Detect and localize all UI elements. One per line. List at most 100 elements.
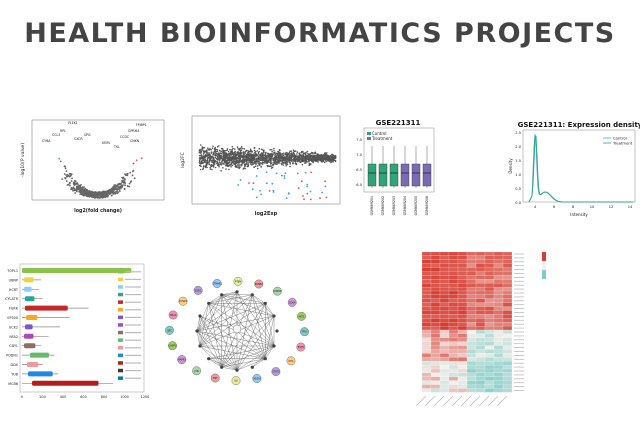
network-node — [165, 325, 174, 335]
heatmap-cell — [457, 275, 468, 280]
ma-point — [296, 160, 299, 162]
volcano-point — [79, 184, 82, 187]
ma-point — [312, 156, 315, 158]
volcano-point — [99, 194, 101, 197]
ma-point — [313, 155, 316, 158]
ma-point — [293, 155, 295, 158]
ma-point — [305, 159, 307, 161]
ma-point — [224, 156, 227, 158]
volcano-point — [113, 184, 116, 187]
heatmap-cell — [484, 267, 495, 272]
heatmap-cell — [439, 365, 450, 370]
volcano-point — [78, 188, 80, 191]
heatmap-cell — [466, 349, 477, 354]
ma-point — [224, 160, 227, 162]
volcano-point — [119, 186, 122, 189]
domain-protein-label: UBNP — [9, 278, 18, 282]
ma-point — [273, 162, 275, 164]
heatmap-cell — [475, 388, 486, 393]
heatmap-cell — [421, 322, 432, 327]
heatmap-cell — [439, 345, 450, 350]
network-edge — [196, 294, 222, 332]
ma-point — [231, 146, 234, 148]
ma-highlight-point — [271, 182, 274, 185]
volcano-point — [101, 195, 104, 198]
ma-point — [307, 158, 310, 161]
ma-point — [243, 155, 245, 157]
ma-point — [199, 144, 202, 146]
network-edge — [199, 291, 238, 347]
heatmap-cell — [502, 263, 513, 268]
heatmap-cell — [421, 329, 432, 334]
heatmap-cell — [421, 287, 432, 292]
heatmap-cell — [493, 251, 504, 256]
heatmap-cell — [430, 380, 441, 385]
ma-point — [204, 150, 207, 152]
ma-point — [227, 150, 230, 153]
heatmap-cell — [448, 298, 459, 303]
heatmap-cell — [493, 384, 504, 389]
ma-highlight-point — [255, 175, 258, 177]
ma-point — [302, 153, 304, 155]
ma-point — [253, 166, 255, 168]
ma-point — [323, 152, 326, 155]
ma-point — [235, 159, 237, 162]
network-edge — [196, 315, 201, 332]
ma-point — [223, 163, 225, 165]
domain-legend-swatch — [118, 270, 123, 274]
network-edge — [196, 294, 253, 332]
heatmap-cell — [448, 388, 459, 393]
heatmap-cell — [430, 365, 441, 370]
ma-point — [274, 160, 276, 163]
domain-block — [28, 371, 53, 377]
volcano-point — [80, 193, 83, 196]
ma-xlabel: log2Exp — [255, 211, 278, 217]
ma-point — [301, 155, 303, 157]
network-node-label: EGFR — [298, 346, 305, 349]
ma-point — [226, 160, 228, 163]
heatmap-col-label — [451, 395, 463, 407]
heatmap-cell — [448, 345, 459, 350]
heatmap-cell — [448, 337, 459, 342]
volcano-point — [126, 174, 129, 177]
ma-point — [205, 162, 208, 164]
ma-point — [245, 155, 247, 158]
ma-point — [240, 152, 243, 154]
volcano-point — [103, 196, 106, 198]
heatmap-cell — [430, 329, 441, 334]
ma-point — [200, 154, 202, 156]
domain-block — [25, 296, 35, 302]
heatmap-cell — [448, 322, 459, 327]
ma-point — [318, 154, 321, 157]
heatmap-cell — [493, 271, 504, 276]
heatmap-cell — [448, 302, 459, 307]
heatmap-cell — [421, 302, 432, 307]
ma-point — [274, 157, 276, 160]
heatmap-cell — [448, 290, 459, 295]
heatmap-cell — [448, 306, 459, 311]
ma-point — [218, 165, 220, 168]
volcano-point — [98, 196, 100, 199]
heatmap-cell — [475, 333, 486, 338]
ma-point — [212, 155, 214, 157]
ma-point — [292, 151, 295, 153]
ma-point — [289, 158, 291, 161]
ma-point — [225, 162, 227, 164]
network-node-label: CASP3 — [169, 345, 177, 348]
ma-point — [207, 153, 210, 156]
domain-legend-swatch — [118, 308, 123, 312]
heatmap-cell — [421, 298, 432, 303]
ma-point — [285, 160, 288, 162]
heatmap-cell — [466, 337, 477, 342]
ma-point — [332, 154, 334, 156]
heatmap-cell — [421, 310, 432, 315]
density-x-tick: 4 — [534, 205, 537, 209]
heatmap-cell — [430, 298, 441, 303]
ma-point — [233, 162, 235, 165]
heatmap-cell — [466, 251, 477, 256]
heatmap-cell — [448, 267, 459, 272]
network-edge — [265, 315, 275, 359]
volcano-point — [86, 189, 89, 192]
network-edge — [199, 345, 238, 371]
ma-point — [239, 156, 241, 159]
